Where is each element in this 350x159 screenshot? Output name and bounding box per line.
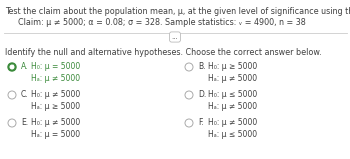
Text: A.: A.: [21, 62, 28, 71]
Circle shape: [8, 119, 16, 127]
Circle shape: [8, 63, 16, 71]
Text: H₀: μ ≠ 5000: H₀: μ ≠ 5000: [208, 118, 257, 127]
Text: ...: ...: [172, 34, 178, 40]
Text: Hₐ: μ = 5000: Hₐ: μ = 5000: [31, 130, 80, 139]
Text: H₀: μ ≠ 5000: H₀: μ ≠ 5000: [31, 90, 80, 99]
Text: H₀: μ ≤ 5000: H₀: μ ≤ 5000: [208, 90, 257, 99]
Text: F.: F.: [198, 118, 203, 127]
Text: Hₐ: μ ≠ 5000: Hₐ: μ ≠ 5000: [31, 74, 80, 83]
Text: Identify the null and alternative hypotheses. Choose the correct answer below.: Identify the null and alternative hypoth…: [5, 48, 322, 57]
Circle shape: [185, 119, 193, 127]
Text: Hₐ: μ ≥ 5000: Hₐ: μ ≥ 5000: [31, 102, 80, 111]
Text: Hₐ: μ ≠ 5000: Hₐ: μ ≠ 5000: [208, 102, 257, 111]
Text: H₀: μ = 5000: H₀: μ = 5000: [31, 62, 80, 71]
Text: C.: C.: [21, 90, 29, 99]
Circle shape: [185, 91, 193, 99]
Text: Test the claim about the population mean, μ, at the given level of significance : Test the claim about the population mean…: [5, 7, 350, 16]
Text: ✓: ✓: [9, 64, 15, 69]
Text: D.: D.: [198, 90, 206, 99]
Text: B.: B.: [198, 62, 205, 71]
Text: Hₐ: μ ≤ 5000: Hₐ: μ ≤ 5000: [208, 130, 257, 139]
Circle shape: [185, 63, 193, 71]
Text: E.: E.: [21, 118, 28, 127]
Text: H₀: μ ≠ 5000: H₀: μ ≠ 5000: [31, 118, 80, 127]
Text: H₀: μ ≥ 5000: H₀: μ ≥ 5000: [208, 62, 257, 71]
Text: Claim: μ ≠ 5000; α = 0.08; σ = 328. Sample statistics: ᵥ = 4900, n = 38: Claim: μ ≠ 5000; α = 0.08; σ = 328. Samp…: [18, 18, 306, 27]
Circle shape: [10, 65, 14, 69]
Circle shape: [8, 91, 16, 99]
Text: Hₐ: μ ≠ 5000: Hₐ: μ ≠ 5000: [208, 74, 257, 83]
